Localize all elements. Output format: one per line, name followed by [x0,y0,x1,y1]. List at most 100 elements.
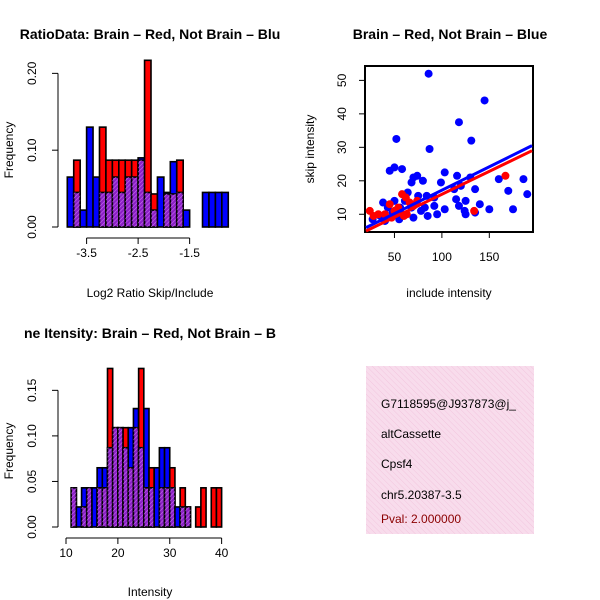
ratio-bar-overlap-hatch [138,160,145,227]
intensity-y-tick-label: 0.15 [25,378,39,402]
intensity-bar-overlap-hatch [149,487,155,527]
ratio-bar-overlap-hatch [163,193,171,227]
intensity-y-tick-label: 0.10 [25,424,39,448]
intensity-x-tick-label: 30 [163,546,177,560]
ratio-x-label: Log2 Ratio Skip/Include [87,286,214,300]
scatter-point-not-brain [424,69,433,78]
scatter-point-brain [501,171,510,180]
scatter-y-tick-label: 30 [335,140,349,154]
scatter-point-brain [385,200,394,209]
ratio-bar-overlap-hatch [105,192,113,227]
scatter-point-not-brain [480,96,489,105]
ratio-y-label: Frequency [2,122,16,179]
scatter-point-not-brain [385,166,394,175]
ratio-bar-blue [208,191,217,228]
scatter-point-not-brain [509,205,518,214]
intensity-bar-overlap-hatch [117,427,124,527]
scatter-point-brain [374,210,383,219]
scatter-axes: 50 100 150 10 20 30 40 50 [335,73,500,264]
ratio-bar-overlap-hatch [151,210,158,227]
scatter-point-not-brain [454,201,463,210]
scatter-point-not-brain [454,118,463,127]
intensity-bars [70,367,223,528]
scatter-point-not-brain [407,178,416,187]
scatter-point-not-brain [523,190,532,199]
ratio-y-tick-label: 0.00 [25,215,39,239]
ratio-bar-blue [66,176,75,228]
intensity-axes: 10 20 30 40 0.00 0.05 0.10 0.15 [25,378,229,560]
scatter-point-not-brain [436,178,445,187]
ratio-bar-blue [156,176,165,228]
ratio-bar-overlap-hatch [99,192,106,227]
intensity-bar-overlap-hatch [86,487,92,527]
scatter-fit-lines [365,144,533,233]
scatter-point-not-brain [418,176,427,185]
scatter-point-not-brain [519,175,528,184]
ratio-bar-overlap-hatch [176,192,184,227]
ratio-bar-overlap-hatch [170,193,177,227]
scatter-x-tick-label: 150 [479,250,499,264]
intensity-bar-overlap-hatch [128,467,134,527]
info-line-location: chr5.20387-3.5 [381,488,462,502]
scatter-point-not-brain [417,206,426,215]
intensity-x-tick-label: 20 [111,546,125,560]
ratio-y-tick-label: 0.20 [25,61,39,85]
intensity-bar-overlap-hatch [123,447,129,527]
ratio-bar-blue [85,126,94,228]
intensity-bar-overlap-hatch [133,427,139,527]
info-panel-hatch [366,366,534,534]
intensity-bar-overlap-hatch [102,487,108,527]
info-line-event-type: altCassette [381,427,441,441]
ratio-bar-overlap-hatch [125,177,132,227]
fit-line-not-brain [365,144,533,229]
fit-line-brain [365,149,533,233]
scatter-x-label: include intensity [406,286,491,300]
intensity-bar-overlap-hatch [71,487,77,527]
intensity-bar-overlap-hatch [185,506,191,527]
intensity-chart-title: ne Itensity: Brain – Red, Not Brain – B [24,325,276,341]
intensity-bar-red [200,487,207,528]
ratio-bar-blue [79,209,88,228]
info-line-pval: Pval: 2.000000 [381,512,461,526]
scatter-point-not-brain [467,136,476,145]
info-line-gene: Cpsf4 [381,457,413,471]
intensity-x-tick-label: 10 [59,546,73,560]
ratio-bar-overlap-hatch [131,177,139,227]
info-line-probe-id: G7118595@J937873@j_ [381,397,516,411]
ratio-chart-title: RatioData: Brain – Red, Not Brain – Blu [20,26,281,42]
intensity-bar-overlap-hatch [97,487,103,527]
scatter-y-tick-label: 20 [335,174,349,188]
ratio-axes: -3.5 -2.5 -1.5 0.00 0.10 0.20 [25,61,200,260]
scatter-point-not-brain [425,145,434,153]
intensity-bar-overlap-hatch [159,487,165,527]
intensity-bar-red [215,487,223,528]
scatter-point-not-brain [392,134,401,143]
intensity-bar-overlap-hatch [138,447,144,527]
ratio-y-tick-label: 0.10 [25,138,39,162]
scatter-x-tick-label: 100 [432,250,452,264]
scatter-y-tick-label: 40 [335,107,349,121]
scatter-plot-frame [364,65,534,233]
scatter-point-not-brain [461,196,470,205]
ratio-x-tick-label: -3.5 [76,246,97,260]
intensity-bar-overlap-hatch [169,487,175,527]
scatter-point-not-brain [409,213,418,222]
ratio-x-tick-label: -2.5 [128,246,149,260]
scatter-point-not-brain [398,165,407,174]
scatter-point-not-brain [440,205,449,214]
ratio-bar-overlap-hatch [144,192,151,227]
scatter-y-label: skip intensity [303,115,317,184]
intensity-x-tick-label: 40 [215,546,229,560]
scatter-point-not-brain [475,200,484,209]
ratio-bar-overlap-hatch [73,192,81,227]
ratio-bar-blue [92,176,101,228]
scatter-point-not-brain [453,171,462,180]
intensity-bar-overlap-hatch [107,447,113,527]
intensity-histogram-panel: ne Itensity: Brain – Red, Not Brain – B … [2,325,276,599]
ratio-bar-blue [221,191,230,228]
scatter-point-not-brain [452,195,461,204]
ratio-bar-blue [214,191,223,228]
intensity-y-tick-label: 0.05 [25,469,39,493]
ratio-bars [66,59,230,228]
